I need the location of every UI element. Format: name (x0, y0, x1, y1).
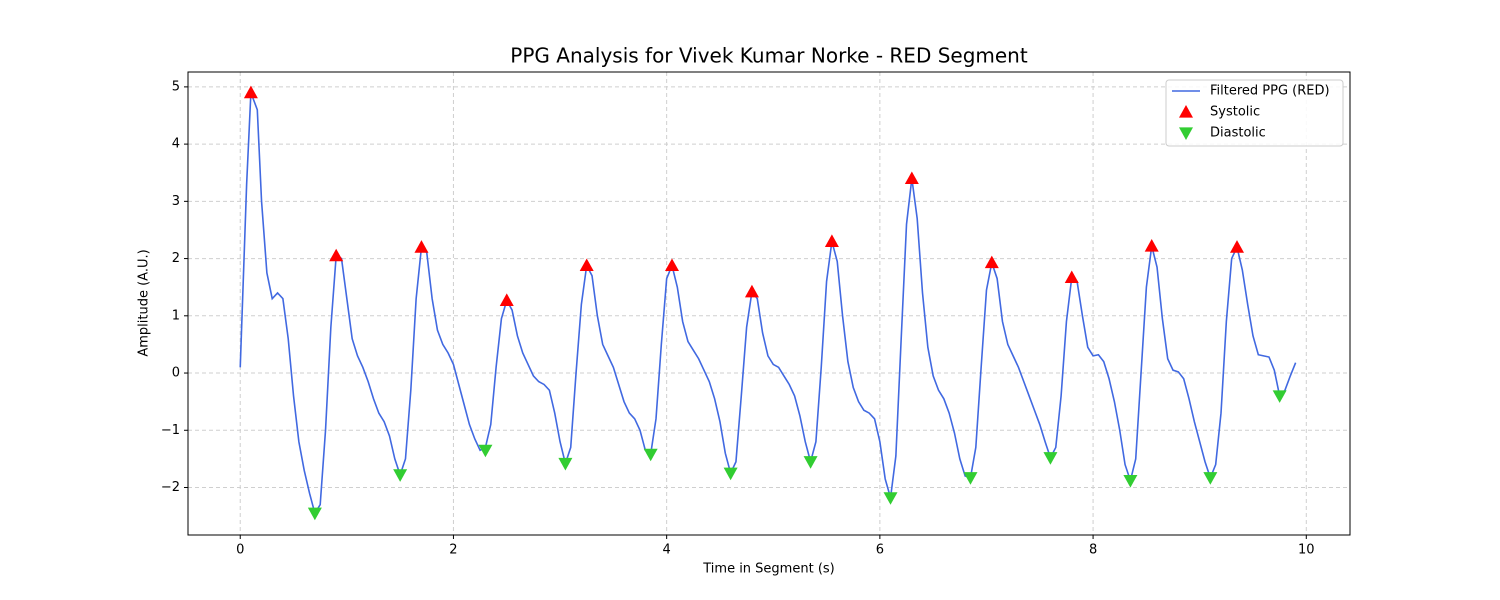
marker (329, 248, 344, 262)
marker (1144, 238, 1159, 252)
marker (579, 258, 594, 272)
legend-label: Filtered PPG (RED) (1210, 84, 1330, 99)
y-tick-label: 1 (172, 308, 180, 323)
marker (643, 448, 658, 462)
marker (824, 234, 839, 248)
y-tick-label: 5 (172, 79, 180, 94)
marker (393, 469, 408, 482)
marker (1272, 390, 1287, 403)
marker (803, 456, 818, 469)
x-tick-label: 0 (236, 543, 244, 558)
y-tick-label: 0 (172, 366, 180, 381)
marker (243, 85, 258, 99)
x-tick-label: 4 (663, 543, 671, 558)
marker (664, 258, 679, 272)
plot-frame (187, 71, 1351, 536)
marker (723, 467, 738, 481)
y-tick-label: −1 (161, 423, 180, 438)
y-axis-label: Amplitude (A.U.) (137, 249, 152, 356)
x-tick-label: 6 (876, 543, 884, 558)
y-tick-label: −2 (161, 480, 180, 495)
y-tick-label: 2 (172, 251, 180, 266)
marker (883, 492, 898, 505)
marker (1229, 240, 1244, 253)
marker (1123, 475, 1138, 488)
chart-title: PPG Analysis for Vivek Kumar Norke - RED… (510, 44, 1028, 68)
x-tick-label: 8 (1089, 543, 1097, 558)
legend-label: Systolic (1210, 105, 1260, 120)
legend-label: Diastolic (1210, 126, 1266, 141)
x-axis-label: Time in Segment (s) (702, 562, 834, 577)
marker (963, 472, 978, 485)
marker (1043, 452, 1058, 465)
y-tick-label: 4 (172, 137, 180, 152)
marker (744, 284, 759, 298)
x-tick-label: 10 (1298, 543, 1315, 558)
marker (499, 293, 514, 306)
marker (414, 240, 429, 253)
marker (307, 507, 322, 521)
marker (1064, 270, 1079, 284)
marker (904, 171, 919, 185)
legend-swatch (1179, 127, 1193, 140)
legend-swatch (1179, 105, 1193, 118)
marker (984, 255, 999, 269)
legend-box (1165, 79, 1344, 147)
marker (558, 457, 573, 471)
marker (1203, 472, 1218, 485)
x-tick-label: 2 (449, 543, 457, 558)
y-tick-label: 3 (172, 194, 180, 209)
data-line (239, 92, 1297, 516)
marker (478, 444, 493, 458)
legend: Filtered PPG (RED) Systolic Diastolic (1165, 79, 1344, 147)
